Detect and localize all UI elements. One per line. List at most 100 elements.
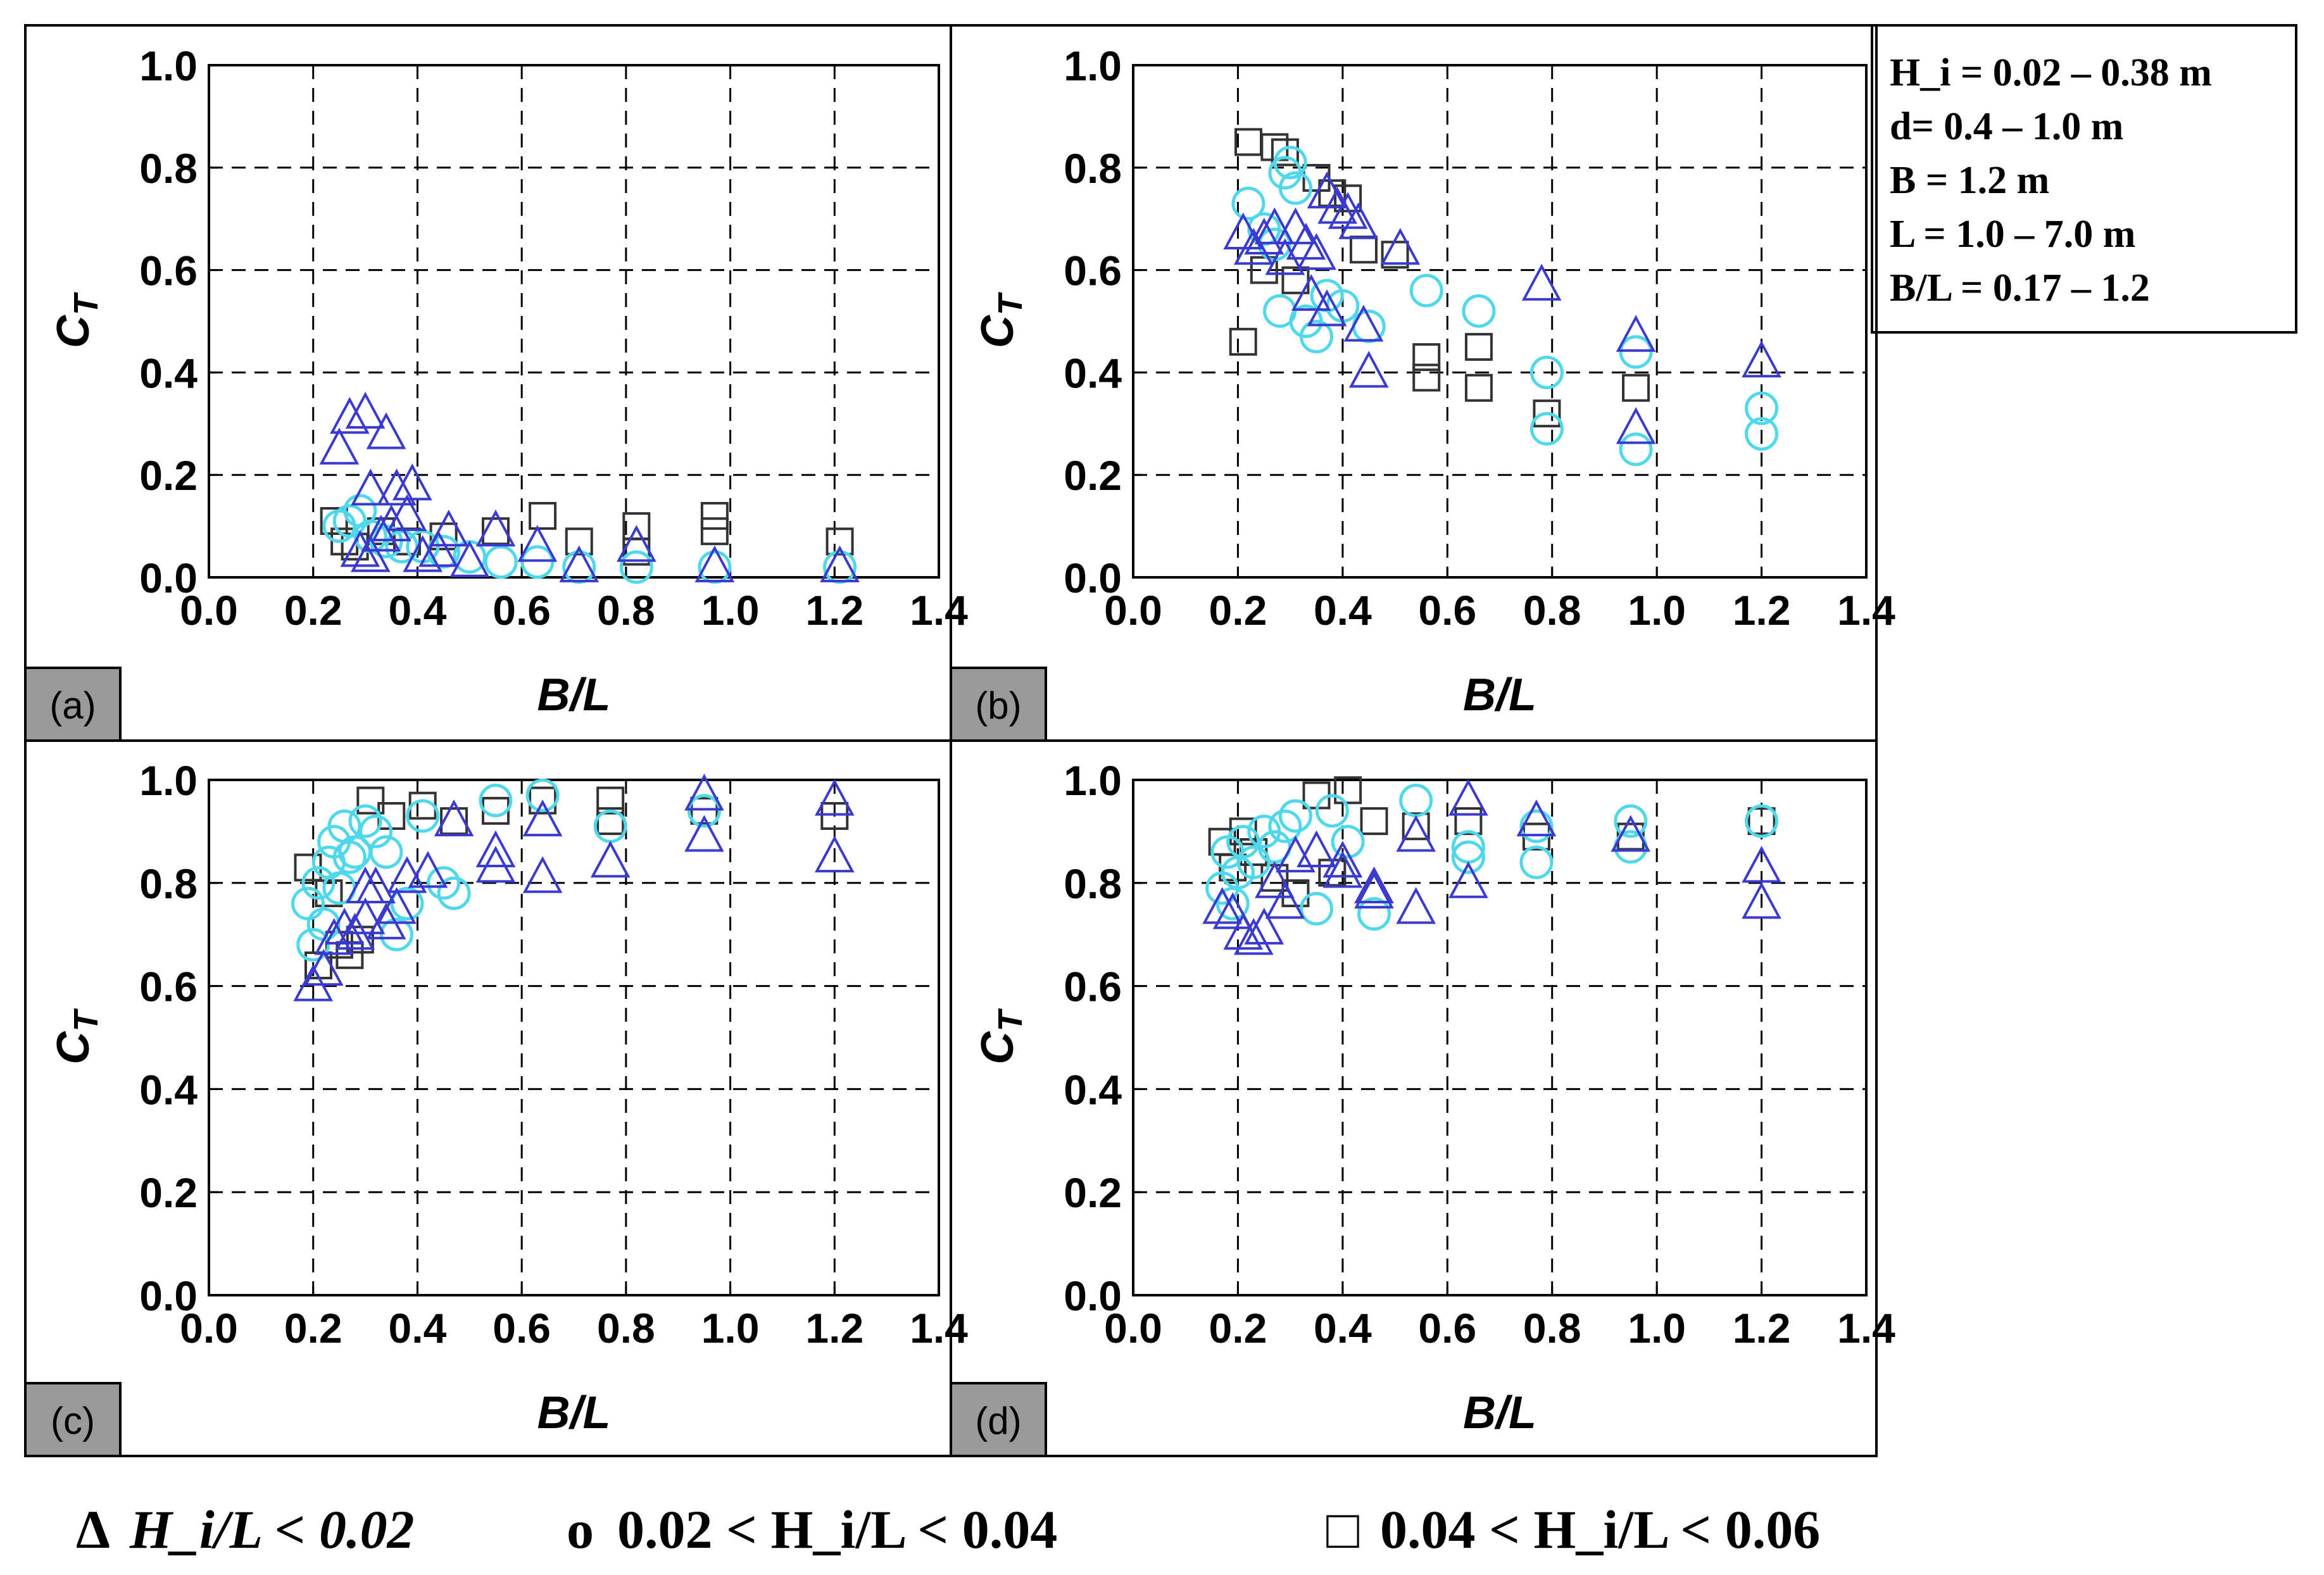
data-point-triangle [1516, 799, 1557, 837]
y-tick-label: 0.8 [139, 145, 198, 192]
data-point-triangle [1244, 907, 1284, 945]
y-tick-label: 1.0 [1064, 757, 1122, 804]
data-point-triangle [1611, 815, 1651, 852]
data-point-triangle [350, 535, 391, 572]
data-point-square [315, 879, 343, 908]
data-point-triangle [1396, 815, 1436, 852]
data-point-triangle [1343, 304, 1384, 342]
data-point-circle [1451, 840, 1485, 874]
data-point-triangle [324, 907, 365, 945]
y-axis-label: CT [48, 1008, 105, 1065]
data-point-triangle [475, 830, 516, 867]
y-tick-label: 0.6 [139, 248, 198, 294]
data-point-triangle [1354, 866, 1394, 903]
data-point-square [320, 507, 348, 536]
data-point-triangle [475, 846, 516, 883]
x-tick-label: 0.0 [180, 587, 238, 634]
data-point-circle [369, 835, 403, 869]
data-point-circle [1519, 809, 1554, 843]
data-point-triangle [1233, 918, 1274, 955]
data-point-triangle [319, 427, 360, 465]
y-tick-label: 0.2 [1064, 1169, 1122, 1216]
x-tick-label: 0.2 [1209, 587, 1267, 634]
data-point-circle [296, 927, 330, 962]
x-tick-label: 1.0 [701, 1305, 760, 1352]
data-point-square [1747, 807, 1776, 836]
legend-symbol-square: □ [1326, 1499, 1359, 1560]
data-point-circle [1278, 171, 1312, 205]
x-axis-label: B/L [537, 1388, 611, 1438]
data-point-circle [1226, 825, 1260, 859]
x-tick-label: 1.0 [701, 587, 760, 634]
legend-label-circle: 0.02 < H_i/L < 0.04 [617, 1499, 1057, 1560]
data-point-circle [359, 814, 393, 848]
data-point-triangle [366, 412, 406, 449]
data-point-circle [301, 866, 336, 900]
data-point-circle [1357, 897, 1391, 931]
data-point-square [565, 527, 593, 556]
data-point-triangle [616, 525, 656, 562]
y-tick-label: 0.6 [1064, 963, 1122, 1010]
y-tick-label: 0.8 [139, 860, 198, 907]
panel-c: 0.0 0.2 0.4 0.6 0.8 1.0 1.2 1.4 0.0 0.2 0.4 0.6 0.8 1… [24, 739, 968, 1457]
data-point-triangle [1297, 233, 1336, 270]
data-point-circle [437, 876, 471, 910]
data-point-triangle [403, 535, 443, 572]
x-tick-label: 1.4 [1837, 1305, 1895, 1352]
info-box-frame [1871, 24, 2297, 334]
legend-label-square: 0.04 < H_i/L < 0.06 [1380, 1499, 1820, 1560]
data-point-circle [1278, 799, 1312, 833]
data-point-circle [1462, 294, 1496, 328]
data-point-triangle [377, 468, 417, 506]
data-point-triangle [814, 779, 855, 816]
data-point-triangle [345, 897, 386, 934]
x-tick-label: 0.0 [1104, 587, 1162, 634]
data-point-circle [1519, 845, 1554, 879]
data-point-circle [406, 799, 440, 833]
x-tick-label: 1.4 [910, 587, 968, 634]
data-point-square [1334, 776, 1362, 805]
data-point-triangle [1254, 207, 1295, 244]
panel-badge [950, 1382, 1047, 1457]
data-point-triangle [1354, 871, 1394, 909]
data-point-triangle [429, 509, 469, 547]
panel-badge-label: (d) [975, 1400, 1021, 1442]
y-axis-label: CT [48, 292, 105, 348]
info-line-hi: H_i = 0.02 – 0.38 m [1890, 51, 2212, 94]
x-tick-label: 0.4 [389, 587, 447, 634]
data-point-triangle [1328, 192, 1368, 229]
data-point-triangle [1202, 887, 1242, 924]
y-tick-label: 0.0 [1064, 555, 1122, 601]
data-point-triangle [387, 494, 427, 531]
y-axis-label: CT [972, 292, 1029, 348]
x-tick-label: 0.8 [1523, 1305, 1581, 1352]
data-point-circle [1529, 355, 1564, 389]
legend-label-triangle: H_i/L < 0.02 [129, 1499, 415, 1560]
x-tick-label: 1.0 [1628, 1305, 1686, 1352]
data-point-square [1464, 373, 1493, 402]
panel-frame [950, 739, 1878, 1457]
data-point-circle [1268, 809, 1302, 843]
data-point-triangle [303, 948, 344, 986]
data-point-circle [1300, 892, 1333, 926]
x-axis-label: B/L [1463, 670, 1536, 720]
y-tick-label: 0.6 [139, 963, 198, 1010]
data-point-triangle [1338, 202, 1379, 239]
data-point-triangle [1307, 289, 1347, 327]
data-point-triangle [392, 463, 432, 501]
info-line-l: L = 1.0 – 7.0 m [1890, 213, 2135, 256]
x-tick-label: 0.4 [1314, 587, 1372, 634]
x-tick-label: 0.0 [180, 1305, 238, 1352]
data-point-triangle [814, 835, 855, 873]
data-point-triangle [1233, 228, 1274, 265]
data-point-triangle [1448, 779, 1488, 816]
data-point-square [1454, 807, 1483, 836]
y-tick-label: 0.8 [1064, 860, 1122, 907]
data-point-triangle [517, 525, 558, 562]
y-tick-label: 0.4 [1064, 1066, 1122, 1113]
panel-badge [24, 667, 122, 742]
data-point-triangle [350, 468, 391, 506]
data-point-square [596, 786, 625, 815]
x-tick-label: 0.2 [1209, 1305, 1267, 1352]
x-axis-label: B/L [1463, 1388, 1536, 1438]
